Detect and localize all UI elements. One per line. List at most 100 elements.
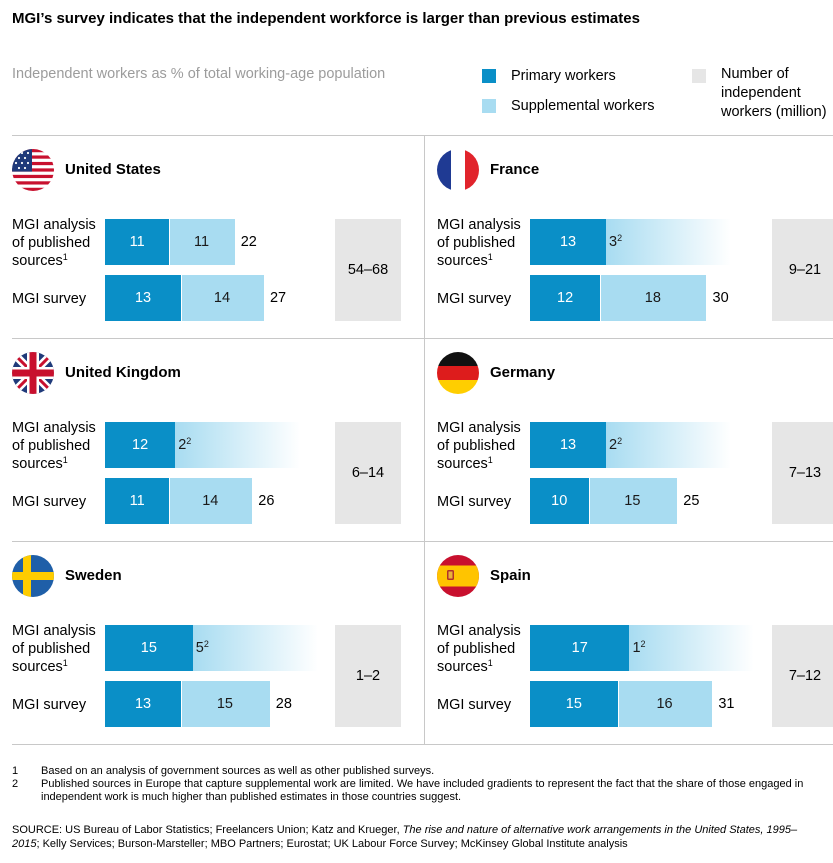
legend-label-number: Number of independent workers (million) [721,66,827,120]
bar-supplemental-gradient [175,422,301,468]
country-panel: Spain MGI analysis of published sources1 MGI… [437,541,833,744]
bar-primary [530,422,607,468]
bar-primary [530,478,589,524]
divider [12,541,833,542]
bar-supplemental-gradient [629,625,755,671]
row-label-survey: MGI survey [437,291,512,307]
footnote-marker: 2 [203,639,209,649]
bar-primary [105,478,170,524]
sweden-flag [12,555,54,597]
bar-supplemental-gradient [606,219,732,265]
row-label-survey: MGI survey [12,291,87,307]
bar-supplemental [601,275,707,321]
bar-total: 31 [718,696,735,712]
bar-supplemental [182,681,270,727]
independent-workers-range: 7–12 [772,625,833,727]
divider [12,135,833,136]
bar-value-primary: 13 [559,437,577,453]
bar-total: 25 [683,493,700,509]
footnote-marker: 2 [186,436,192,446]
bar-supplemental [182,275,264,321]
country-name: United Kingdom [65,364,181,381]
country-name: Spain [490,567,531,584]
row-label-survey: MGI survey [437,697,512,713]
row-label-published: MGI analysis of published sources1 [12,217,96,269]
row-label-survey: MGI survey [12,494,87,510]
bar-value-supplemental: 15 [216,696,233,712]
independent-workers-range: 1–2 [335,625,401,727]
footnote-marker: 2 [640,639,646,649]
chart-subtitle: Independent workers as % of total workin… [12,66,386,82]
country-panel: Germany MGI analysis of published sources1 M… [437,338,833,541]
independent-workers-range: 6–14 [335,422,401,524]
bar-value-primary: 12 [557,290,574,306]
legend-label-supplemental: Supplemental workers [511,98,655,114]
bar-value-supplemental: 12 [632,639,646,657]
bar-supplemental-gradient [192,625,318,671]
spain-flag [437,555,479,597]
footnotes: 1 Based on an analysis of government sou… [12,765,833,804]
bar-total: 30 [712,290,729,306]
legend-swatch-primary [482,69,496,83]
footnote-marker: 2 [617,233,623,243]
row-label-published: MGI analysis of published sources1 [437,217,521,269]
row-label-survey: MGI survey [437,494,512,510]
divider [12,744,833,745]
bar-total: 28 [275,696,292,712]
row-label-published: MGI analysis of published sources1 [437,623,521,675]
bar-primary [105,681,182,727]
country-panel: Sweden MGI analysis of published sources1 MG… [12,541,424,744]
row-label-survey: MGI survey [12,697,87,713]
country-panel: United Kingdom MGI analysis of published so… [12,338,424,541]
france-flag [437,149,479,191]
country-name: Sweden [65,567,122,584]
country-name: France [490,161,540,178]
legend-label-primary: Primary workers [511,68,616,84]
country-panel: United States MGI analysis of published sou… [12,135,424,338]
independent-workers-range: 7–13 [772,422,833,524]
bar-value-primary: 11 [129,493,145,509]
germany-flag [437,352,479,394]
row-label-published: MGI analysis of published sources1 [12,420,96,472]
bar-value-primary: 11 [129,234,145,250]
independent-workers-range: 54–68 [335,219,401,321]
bar-value-supplemental: 32 [609,233,623,251]
bar-primary [530,625,630,671]
bar-primary [105,219,170,265]
bar-value-supplemental: 14 [202,493,219,509]
bar-primary [530,681,618,727]
bar-value-primary: 17 [571,640,588,656]
bar-total: 22 [240,234,257,250]
bar-value-primary: 15 [140,640,157,656]
bar-value-supplemental: 16 [656,696,673,712]
bar-primary [530,219,607,265]
divider [424,135,425,744]
bar-value-supplemental: 11 [193,234,210,250]
bar-supplemental [618,681,713,727]
uk-flag [12,352,54,394]
legend-swatch-number [692,69,706,83]
us-flag [12,149,54,191]
bar-value-supplemental: 14 [213,290,231,306]
bar-value-primary: 10 [551,493,568,509]
bar-total: 26 [258,493,275,509]
bar-value-primary: 13 [134,290,152,306]
bar-primary [105,422,176,468]
bar-supplemental [589,478,678,524]
footnote-marker: 2 [617,436,623,446]
bar-primary [105,625,193,671]
source-note: SOURCE: US Bureau of Labor Statistics; F… [12,824,798,850]
bar-value-primary: 13 [134,696,152,712]
page-title: MGI’s survey indicates that the independ… [12,10,640,27]
bar-value-supplemental: 22 [609,436,623,454]
footnote: 1 Based on an analysis of government sou… [12,765,435,777]
bar-primary [530,275,601,321]
bar-supplemental [170,219,235,265]
row-label-published: MGI analysis of published sources1 [12,623,96,675]
country-panel: France MGI analysis of published sources1 MG… [437,135,833,338]
country-name: Germany [490,364,556,381]
bar-value-supplemental: 22 [178,436,192,454]
bar-value-supplemental: 15 [624,493,641,509]
footnote: 2 Published sources in Europe that captu… [12,778,804,803]
bar-total: 27 [269,290,287,306]
